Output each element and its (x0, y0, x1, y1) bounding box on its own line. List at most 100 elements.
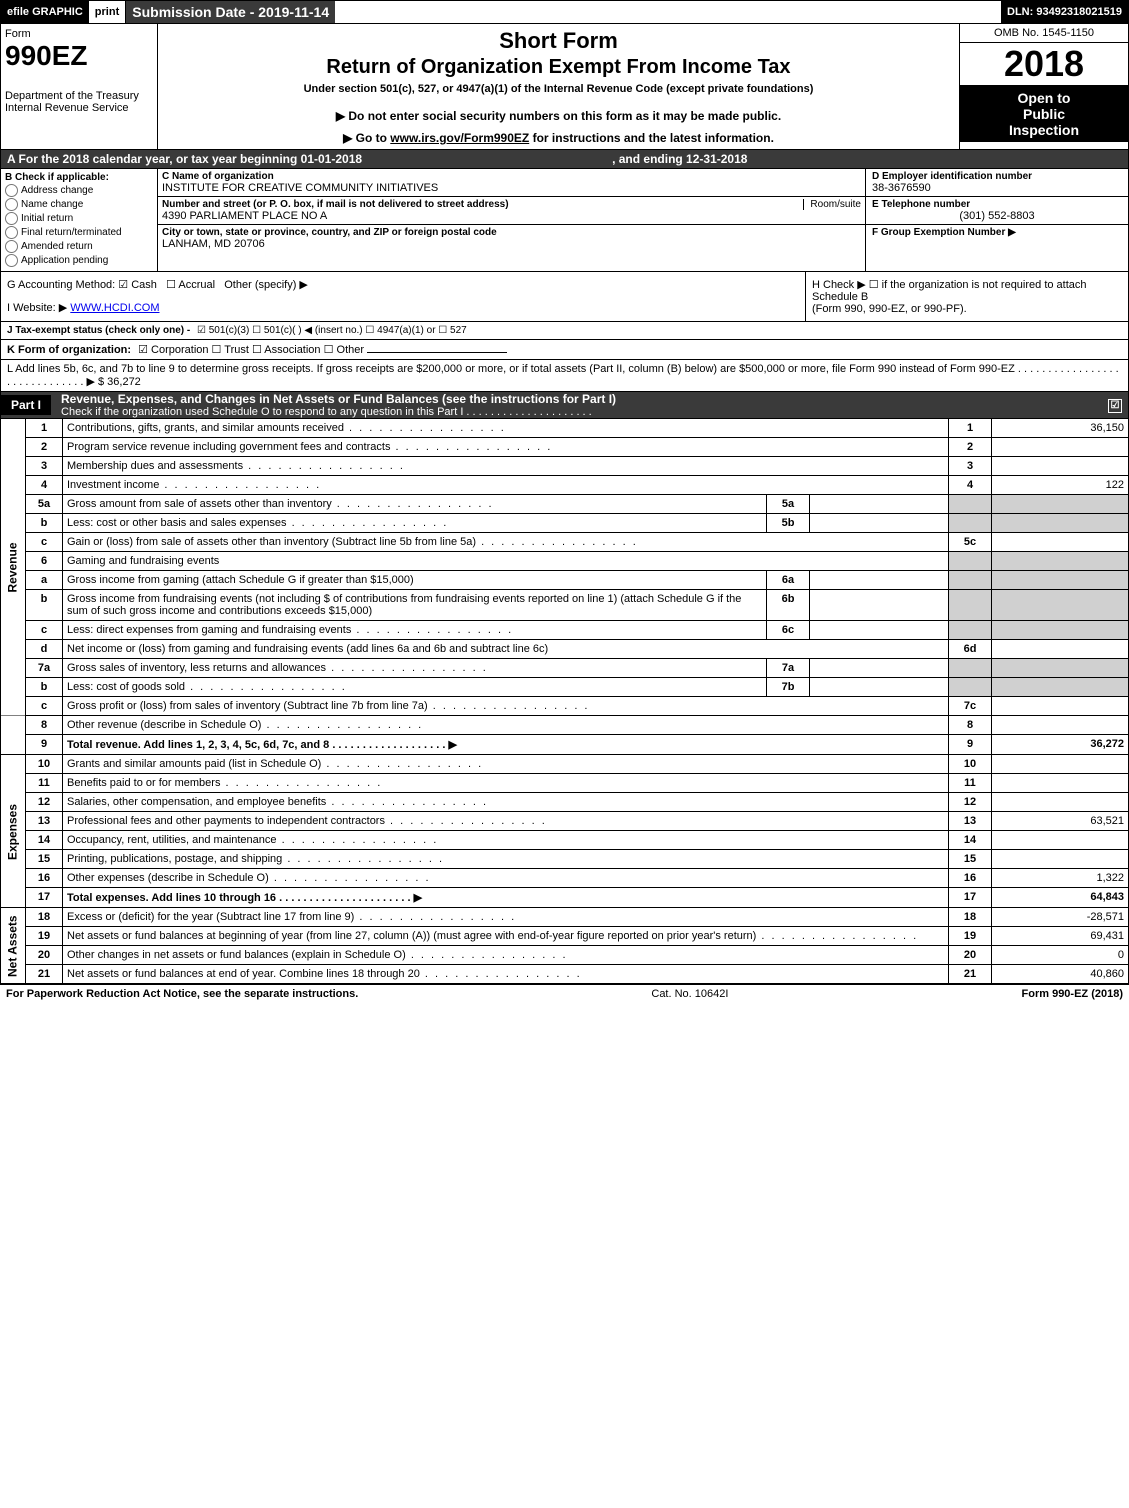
row-num (949, 678, 992, 697)
opt-final-return[interactable]: Final return/terminated (5, 226, 153, 239)
row-num: 10 (949, 755, 992, 774)
row-num (949, 621, 992, 640)
line-j: J Tax-exempt status (check only one) - ☑… (0, 322, 1129, 340)
row-num: 16 (949, 869, 992, 888)
line-k-options[interactable]: ☑ Corporation ☐ Trust ☐ Association ☐ Ot… (138, 344, 364, 356)
goto-link[interactable]: www.irs.gov/Form990EZ (390, 131, 529, 145)
part1-label: Part I (1, 395, 51, 415)
print-button[interactable]: print (89, 1, 126, 23)
line-l: L Add lines 5b, 6c, and 7b to line 9 to … (0, 360, 1129, 392)
footer-right: Form 990-EZ (2018) (1022, 988, 1123, 1000)
acct-cash[interactable]: ☑ Cash (118, 279, 157, 291)
row-no: b (26, 590, 63, 621)
row-no: b (26, 514, 63, 533)
row-num: 1 (949, 419, 992, 438)
row-num (949, 495, 992, 514)
acct-accrual[interactable]: ☐ Accrual (166, 279, 215, 291)
row-amt (992, 755, 1129, 774)
row-desc: Gross profit or (loss) from sales of inv… (63, 697, 949, 716)
page-footer: For Paperwork Reduction Act Notice, see … (0, 984, 1129, 1003)
line-k-other-field[interactable] (367, 352, 507, 353)
row-desc: Grants and similar amounts paid (list in… (63, 755, 949, 774)
part1-check-box[interactable]: ☑ (1108, 399, 1122, 413)
opt-initial-return[interactable]: Initial return (5, 212, 153, 225)
org-name-label: C Name of organization (162, 171, 861, 182)
row-desc: Total expenses. Add lines 10 through 16 … (63, 888, 949, 908)
row-num: 4 (949, 476, 992, 495)
row-no: c (26, 533, 63, 552)
line-i-label: I Website: ▶ (7, 302, 67, 314)
sub-no: 5b (767, 514, 810, 533)
sub-no: 7a (767, 659, 810, 678)
row-num: 15 (949, 850, 992, 869)
row-num: 7c (949, 697, 992, 716)
phone-value: (301) 552-8803 (872, 210, 1122, 222)
short-form-title: Short Form (162, 28, 955, 54)
row-no: 20 (26, 946, 63, 965)
netassets-sidebar: Net Assets (1, 908, 26, 984)
row-no: 1 (26, 419, 63, 438)
city-label: City or town, state or province, country… (162, 227, 861, 238)
row-desc: Gross income from gaming (attach Schedul… (63, 571, 767, 590)
row-no: 17 (26, 888, 63, 908)
row-desc: Net income or (loss) from gaming and fun… (63, 640, 949, 659)
row-desc: Membership dues and assessments (63, 457, 949, 476)
line-k: K Form of organization: ☑ Corporation ☐ … (0, 340, 1129, 360)
org-name-value: INSTITUTE FOR CREATIVE COMMUNITY INITIAT… (162, 182, 438, 194)
row-no: 9 (26, 735, 63, 755)
row-amt (992, 716, 1129, 735)
row-amt (992, 457, 1129, 476)
row-num: 13 (949, 812, 992, 831)
opt-application-pending[interactable]: Application pending (5, 254, 153, 267)
row-no: 4 (26, 476, 63, 495)
row-no: 7a (26, 659, 63, 678)
opt-name-change[interactable]: Name change (5, 198, 153, 211)
row-amt: 69,431 (992, 927, 1129, 946)
row-no: b (26, 678, 63, 697)
open-line3: Inspection (964, 122, 1124, 138)
row-no: 15 (26, 850, 63, 869)
period-end: , and ending 12-31-2018 (612, 152, 747, 166)
row-amt (992, 774, 1129, 793)
line-j-options[interactable]: ☑ 501(c)(3) ☐ 501(c)( ) ◀ (insert no.) ☐… (197, 325, 467, 336)
opt-address-change[interactable]: Address change (5, 184, 153, 197)
dln-label: DLN: 93492318021519 (1001, 1, 1128, 23)
row-amt (992, 831, 1129, 850)
opt-amended-return[interactable]: Amended return (5, 240, 153, 253)
street-label: Number and street (or P. O. box, if mail… (162, 199, 861, 210)
sub-no: 6a (767, 571, 810, 590)
row-amt (992, 438, 1129, 457)
sub-val (810, 659, 949, 678)
form-word: Form (5, 28, 153, 40)
website-link[interactable]: WWW.HCDI.COM (70, 302, 159, 314)
footer-left: For Paperwork Reduction Act Notice, see … (6, 988, 358, 1000)
row-num: 12 (949, 793, 992, 812)
sub-val (810, 514, 949, 533)
row-no: 21 (26, 965, 63, 984)
row-no: 11 (26, 774, 63, 793)
row-desc: Less: cost of goods sold (63, 678, 767, 697)
row-desc: Other changes in net assets or fund bala… (63, 946, 949, 965)
row-amt: 0 (992, 946, 1129, 965)
form-number: 990EZ (5, 40, 153, 72)
row-desc: Less: cost or other basis and sales expe… (63, 514, 767, 533)
row-num (949, 659, 992, 678)
sub-val (810, 571, 949, 590)
goto-text: ▶ Go to www.irs.gov/Form990EZ for instru… (162, 131, 955, 145)
row-amt (992, 552, 1129, 571)
efile-graphic-button[interactable]: efile GRAPHIC (1, 1, 89, 23)
row-desc: Net assets or fund balances at end of ye… (63, 965, 949, 984)
row-amt (992, 697, 1129, 716)
sub-val (810, 590, 949, 621)
period-begin: A For the 2018 calendar year, or tax yea… (7, 152, 362, 166)
row-num (949, 590, 992, 621)
acct-other[interactable]: Other (specify) ▶ (224, 279, 308, 291)
sub-no: 7b (767, 678, 810, 697)
sub-no: 6b (767, 590, 810, 621)
row-amt (992, 640, 1129, 659)
row-no: 5a (26, 495, 63, 514)
row-num: 14 (949, 831, 992, 850)
goto-post: for instructions and the latest informat… (529, 131, 774, 145)
row-no: a (26, 571, 63, 590)
row-amt (992, 621, 1129, 640)
